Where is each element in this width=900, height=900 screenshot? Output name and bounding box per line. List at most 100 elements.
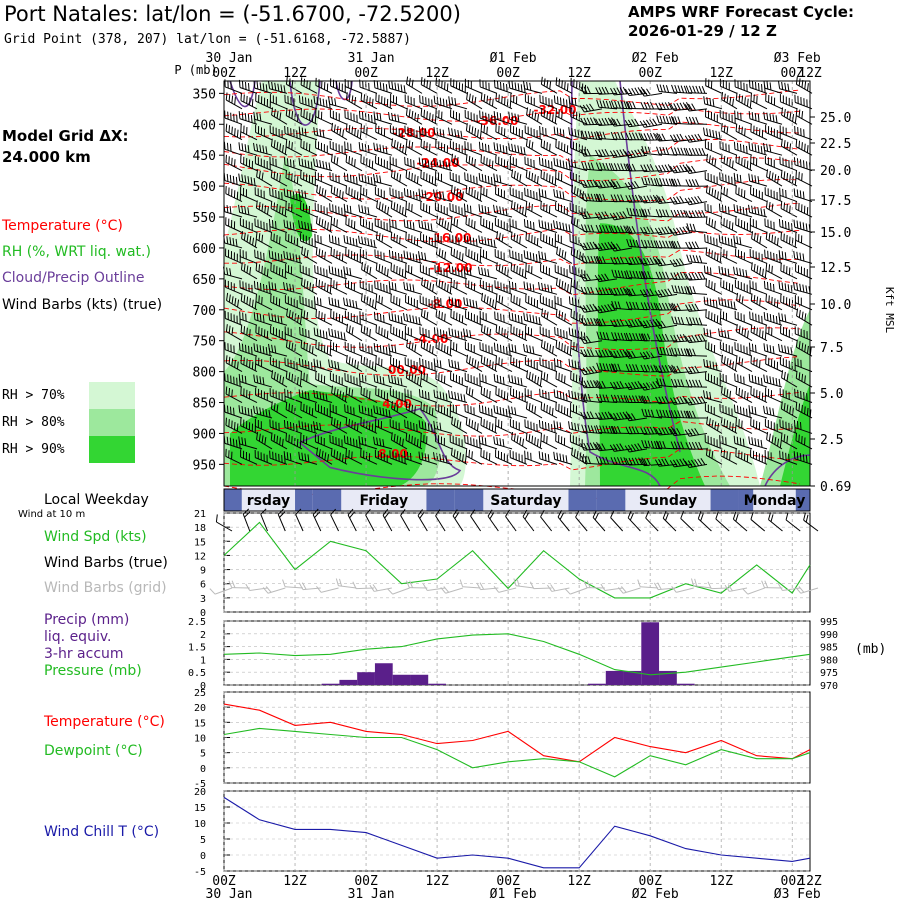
barb-flag: [680, 85, 685, 93]
barb-flag: [655, 102, 660, 110]
barb-flag: [229, 143, 232, 152]
wind-barb: [418, 126, 438, 141]
barb-flag: [452, 141, 454, 150]
barb-flag: [391, 81, 394, 90]
barb-flag: [589, 117, 595, 125]
barb-flag: [274, 82, 277, 91]
barb-flag: [758, 128, 761, 137]
barb-flag: [361, 142, 364, 151]
barb-flag: [227, 80, 229, 89]
barb-flag: [366, 157, 368, 166]
barb-flag: [358, 142, 361, 150]
isotherm-label: -8.00: [428, 297, 463, 311]
barb-flag: [336, 126, 339, 134]
barb-flag: [483, 94, 486, 102]
barb-flag: [688, 148, 693, 156]
barb-flag: [765, 124, 767, 133]
barb-flag: [670, 147, 675, 155]
barb-flag: [575, 111, 578, 120]
wind-barb: [268, 81, 288, 94]
barb-flag: [320, 111, 323, 120]
wind-barb: [781, 107, 798, 125]
wind-barb: [418, 157, 438, 172]
wind-barb: [625, 132, 647, 141]
barb-flag: [665, 85, 670, 93]
barb-flag: [676, 102, 681, 111]
wind-barb: [358, 110, 378, 125]
barb-flag: [586, 86, 591, 94]
barb-flag: [568, 95, 571, 104]
barb-flag: [604, 148, 610, 157]
barb-flag: [703, 96, 706, 104]
barb-flag: [751, 80, 754, 89]
barb-flag: [506, 160, 509, 169]
barb-flag: [392, 126, 394, 134]
barb-flag: [798, 140, 801, 149]
barb-flag: [688, 103, 693, 111]
wind-barb: [448, 127, 468, 141]
barb-flag: [368, 159, 371, 167]
barb-flag: [301, 127, 304, 136]
barb-flag: [493, 111, 496, 119]
barb-flag: [371, 98, 374, 107]
wind-barb: [555, 108, 573, 125]
wind-barb: [450, 109, 468, 125]
barb-flag: [652, 118, 658, 126]
barb-flag: [746, 98, 749, 107]
wind-barb: [404, 156, 423, 172]
wind-barb: [685, 116, 708, 125]
wind-barb: [345, 123, 363, 141]
barb-flag: [656, 132, 661, 141]
barb-flag: [480, 123, 483, 132]
barb-flag: [480, 92, 483, 101]
barb-flag: [677, 116, 681, 124]
barb-flag: [483, 156, 485, 164]
barb-flag: [266, 161, 268, 169]
wind-barb: [525, 138, 543, 156]
barb-flag: [743, 82, 745, 91]
wind-barb: [448, 96, 468, 110]
barb-flag: [231, 157, 233, 166]
wind-barb: [298, 126, 318, 141]
barb-flag: [452, 110, 455, 119]
barb-flag: [284, 125, 286, 134]
wind-barb: [466, 91, 483, 110]
barb-flag: [234, 128, 236, 136]
barb-flag: [673, 134, 678, 142]
barb-flag: [306, 142, 308, 151]
barb-flag: [442, 129, 445, 138]
barb-flag: [556, 96, 559, 105]
barb-flag: [520, 146, 523, 154]
wind-barb: [389, 156, 408, 172]
barb-flag: [658, 133, 663, 142]
pressure-label: Pressure (mb): [44, 663, 142, 679]
barb-flag: [770, 127, 773, 136]
barb-flag: [382, 145, 385, 153]
barb-flag: [523, 81, 526, 89]
barb-flag: [306, 80, 308, 88]
barb-flag: [622, 86, 628, 95]
barb-flag: [517, 83, 520, 91]
barb-flag: [508, 142, 511, 151]
barb-flag: [298, 95, 301, 104]
barb-flag: [344, 110, 346, 118]
barb-flag: [656, 146, 660, 155]
barb-flag: [335, 81, 338, 89]
barb-flag: [316, 96, 319, 105]
barb-flag: [263, 97, 266, 106]
barb-flag: [251, 160, 254, 169]
barb-flag: [418, 126, 421, 134]
barb-flag: [610, 131, 615, 140]
precip-label-2: liq. equiv.: [44, 629, 112, 645]
barb-flag: [471, 157, 474, 166]
barb-flag: [653, 132, 658, 141]
wind-barb: [610, 100, 633, 110]
barb-flag: [495, 93, 497, 101]
barb-flag: [285, 107, 288, 116]
barb-flag: [329, 140, 331, 149]
barb-flag: [526, 81, 529, 90]
barb-flag: [465, 123, 468, 131]
wind-barb: [271, 107, 288, 125]
barb-flag: [609, 150, 615, 158]
barb-flag: [481, 142, 484, 151]
